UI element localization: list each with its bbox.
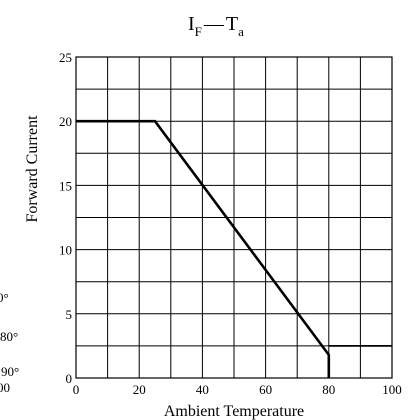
- series-lines: [76, 119, 392, 378]
- x-tick-label-2: 40: [196, 382, 209, 397]
- series-line-0: [76, 119, 331, 378]
- y-tick-label-4: 20: [59, 114, 72, 129]
- chart-title: IF — Ta: [188, 13, 244, 39]
- y-tick-label-0: 0: [66, 371, 73, 386]
- x-tick-label-1: 20: [133, 382, 146, 397]
- title-dash: —: [203, 13, 225, 35]
- x-tick-label-5: 100: [382, 382, 402, 397]
- y-axis-label: Forward Current: [24, 115, 41, 223]
- title-t: T: [226, 13, 238, 35]
- x-ticks: 0 20 40 60 80 100: [73, 382, 402, 397]
- edge-label-3: 90°: [1, 364, 19, 379]
- x-tick-label-4: 80: [322, 382, 335, 397]
- title-f: F: [195, 24, 202, 39]
- title-i: I: [188, 13, 195, 35]
- y-ticks: 0 5 10 15 20 25: [59, 50, 72, 386]
- edge-label-1: 0°: [0, 290, 9, 305]
- edge-label-2: 80°: [0, 329, 18, 344]
- title-a: a: [238, 24, 244, 39]
- x-tick-label-3: 60: [259, 382, 272, 397]
- y-tick-label-1: 5: [66, 307, 73, 322]
- x-tick-label-0: 0: [73, 382, 80, 397]
- grid: [75, 56, 393, 379]
- edge-label-4: 00: [0, 380, 10, 395]
- x-axis-label: Ambient Temperature: [164, 403, 304, 420]
- y-tick-label-3: 15: [59, 178, 72, 193]
- y-tick-label-5: 25: [59, 50, 72, 65]
- y-tick-label-2: 10: [59, 243, 72, 258]
- plot-frame: [75, 56, 393, 379]
